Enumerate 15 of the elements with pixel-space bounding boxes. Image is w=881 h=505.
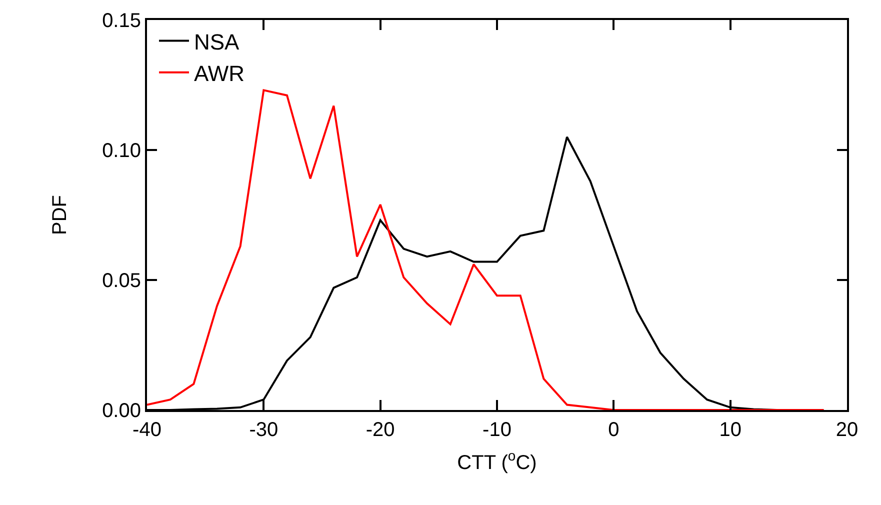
x-tick-label: -10 (482, 419, 512, 441)
x-tick-label: 20 (836, 419, 858, 441)
x-tick-label: 10 (719, 419, 742, 441)
x-tick-label: -40 (132, 419, 162, 441)
y-tick-label: 0.05 (102, 270, 141, 292)
y-tick-label: 0.15 (102, 10, 141, 32)
x-tick-label: -20 (366, 419, 395, 441)
y-tick-label: 0.10 (102, 140, 141, 162)
x-axis-title: CTT ($^{o}$C) (457, 448, 537, 474)
y-axis-title: PDF (49, 195, 72, 235)
legend-label: NSA (194, 29, 240, 54)
y-tick-label: 0.00 (102, 400, 141, 422)
legend-label: AWR (194, 60, 245, 86)
x-tick-label: -30 (249, 419, 278, 441)
x-tick-label: 0 (608, 419, 620, 441)
